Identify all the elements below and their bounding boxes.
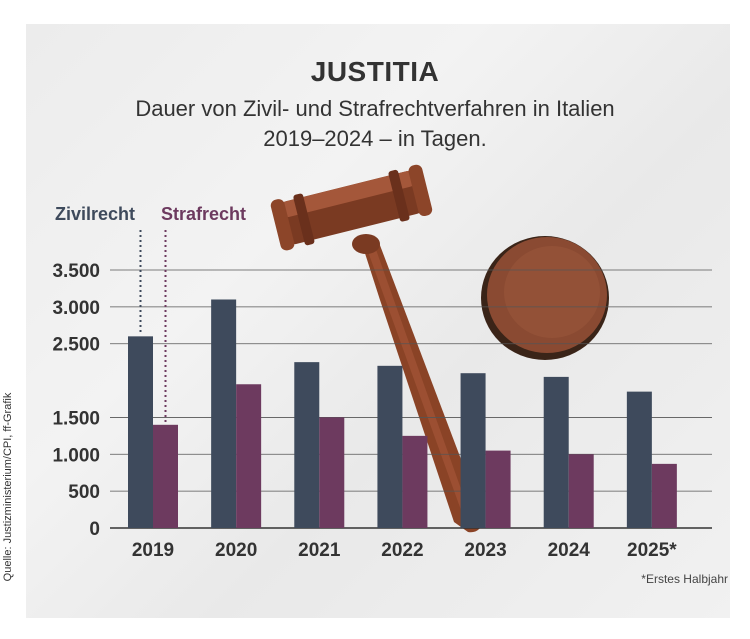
bar-strafrecht-2025 <box>651 463 677 528</box>
bar-strafrecht-2020 <box>236 384 262 528</box>
bars <box>128 299 677 528</box>
x-tick-label: 2021 <box>298 540 341 561</box>
x-axis-labels: 2019 2020 2021 2022 2023 2024 2025* <box>132 540 677 561</box>
y-tick-label: 3.500 <box>52 261 100 282</box>
footnote: *Erstes Halbjahr <box>641 572 728 586</box>
x-tick-label: 2022 <box>381 540 423 561</box>
chart-subtitle: Dauer von Zivil- und Strafrechtverfahren… <box>60 94 690 154</box>
y-tick-label: 1.000 <box>52 445 100 466</box>
x-tick-label: 2020 <box>215 540 257 561</box>
source-note: Quelle: Justizministerium/CPI, ff-Grafik <box>2 392 14 582</box>
bar-strafrecht-2022 <box>402 435 428 528</box>
chart-title: JUSTITIA <box>310 56 440 87</box>
y-axis-labels: 0 500 1.000 1.500 2.500 3.000 3.500 <box>52 261 100 540</box>
legend-leader-lines <box>139 230 167 423</box>
bar-zivilrecht-2024 <box>543 376 569 528</box>
bar-zivilrecht-2025 <box>626 391 652 528</box>
subtitle-line-2: 2019–2024 – in Tagen. <box>263 126 487 151</box>
bar-zivilrecht-2023 <box>460 373 486 528</box>
bar-strafrecht-2021 <box>319 417 345 528</box>
x-tick-label: 2019 <box>132 540 174 561</box>
subtitle-line-1: Dauer von Zivil- und Strafrechtverfahren… <box>135 96 615 121</box>
x-tick-label: 2023 <box>464 540 506 561</box>
x-tick-label: 2024 <box>548 540 591 561</box>
x-tick-label: 2025* <box>627 540 677 561</box>
bar-zivilrecht-2022 <box>377 365 403 528</box>
bar-strafrecht-2023 <box>485 450 511 528</box>
legend-zivilrecht: Zivilrecht <box>55 204 136 224</box>
y-tick-label: 0 <box>89 519 100 540</box>
legend-strafrecht: Strafrecht <box>161 204 247 224</box>
bar-strafrecht-2019 <box>153 424 178 528</box>
y-tick-label: 500 <box>68 482 100 503</box>
y-tick-label: 3.000 <box>52 298 100 319</box>
bar-zivilrecht-2020 <box>211 299 237 528</box>
y-tick-label: 2.500 <box>52 335 100 356</box>
bar-strafrecht-2024 <box>568 454 594 528</box>
y-tick-label: 1.500 <box>52 408 100 429</box>
bar-zivilrecht-2019 <box>128 336 153 528</box>
bar-zivilrecht-2021 <box>294 362 320 528</box>
gavel-icon <box>270 164 609 533</box>
